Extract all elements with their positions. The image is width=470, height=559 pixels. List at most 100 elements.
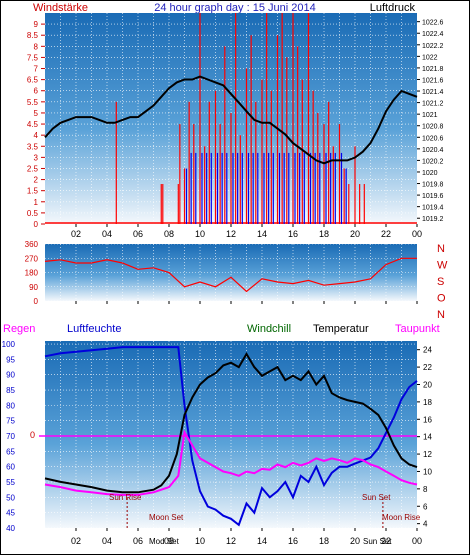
legend-taupunkt: Taupunkt [395, 323, 440, 335]
p1-left-tick-label: 7.5 [27, 53, 39, 62]
p3-right-tick-label: 18 [423, 398, 432, 407]
p3-x-tick-label: 16 [288, 536, 298, 546]
wind-direction-series [44, 257, 417, 293]
p3-left-tick-label: 70 [6, 432, 15, 441]
dewpoint-line [44, 429, 418, 496]
p3-x-tick-label: 10 [195, 536, 205, 546]
p3-x-tick-label: 06 [133, 536, 143, 546]
p3-right-tick-label: 24 [423, 346, 432, 355]
compass-label: S [437, 276, 444, 288]
compass-label: N [437, 309, 445, 321]
p1-left-tick-label: 6 [34, 87, 39, 96]
p1-right-tick-label: 1022.6 [422, 20, 444, 27]
p1-right-tick-label: 1019.4 [422, 205, 444, 212]
temperature-line [44, 352, 418, 494]
compass-label: W [437, 260, 448, 272]
p3-left-tick-label: 75 [6, 417, 15, 426]
p1-right-tick-label: 1020.8 [422, 124, 444, 131]
p1-x-tick-label: 22 [381, 229, 391, 239]
p3-left-tick-label: 90 [6, 371, 15, 380]
p1-left-tick-label: 7 [34, 65, 39, 74]
tick-labels: 02 04 06 08 10 12 14 16 18 20 22 0000.511.522.533.5… [2, 20, 448, 546]
sun-set-label: Sun Set [362, 493, 391, 502]
p1-x-tick-label: 00 [412, 229, 422, 239]
pressure-axis-title: Luftdruck [370, 2, 416, 14]
p2-left-tick-label: 0 [34, 297, 39, 306]
p1-left-tick-label: 3.5 [27, 142, 39, 151]
p3-right-tick-label: 10 [423, 467, 432, 476]
p3-x-tick-label: 04 [102, 536, 112, 546]
p3-right-tick-label: 12 [423, 450, 432, 459]
legend-regen: Regen [3, 323, 35, 335]
p1-right-tick-label: 1020 [422, 170, 438, 177]
p1-left-tick-label: 2 [34, 176, 39, 185]
compass-label: N [437, 243, 445, 255]
humidity-line [44, 346, 418, 527]
legend-temperatur: Temperatur [313, 323, 369, 335]
p3-right-tick-label: 4 [423, 520, 428, 529]
chart-title: 24 hour graph day : 15 Juni 2014 [154, 2, 315, 14]
p3-x-tick-label: 12 [226, 536, 236, 546]
pressure-line [44, 75, 418, 165]
p1-right-tick-label: 1022 [422, 54, 438, 61]
moon-rise-label: Moon Rise [382, 513, 421, 522]
p3-x-tick-label: 14 [257, 536, 267, 546]
sun-rise-label: Sun Rise [109, 493, 142, 502]
p3-right-tick-label: 14 [423, 433, 432, 442]
p1-left-tick-label: 1 [34, 198, 39, 207]
p1-left-tick-label: 3 [34, 153, 39, 162]
p1-left-tick-label: 8.5 [27, 31, 39, 40]
p1-x-tick-label: 18 [319, 229, 329, 239]
p1-left-tick-label: 1.5 [27, 187, 39, 196]
legend-luftfeuchte: Luftfeuchte [67, 323, 121, 335]
p1-left-tick-label: 4 [34, 131, 39, 140]
p1-left-tick-label: 0.5 [27, 209, 39, 218]
p1-right-tick-label: 1021.4 [422, 89, 444, 96]
p1-x-tick-label: 02 [71, 229, 81, 239]
p1-left-tick-label: 0 [34, 220, 39, 229]
legend-windchill: Windchill [247, 323, 291, 335]
p1-x-tick-label: 06 [133, 229, 143, 239]
p1-x-tick-label: 20 [350, 229, 360, 239]
p1-right-tick-label: 1022.2 [422, 43, 444, 50]
p3-left-tick-label: 100 [2, 340, 16, 349]
p1-x-tick-label: 10 [195, 229, 205, 239]
p1-right-tick-label: 1022.4 [422, 31, 444, 38]
p1-x-tick-label: 08 [164, 229, 174, 239]
temp-humidity-series [39, 346, 418, 528]
p1-right-tick-label: 1020.4 [422, 147, 444, 154]
p1-left-tick-label: 5 [34, 109, 39, 118]
p3-left-tick-label: 55 [6, 478, 15, 487]
wind-pressure-series [44, 13, 418, 224]
rain-zero-label: 0 [30, 430, 35, 440]
p3-left-tick-label: 40 [6, 524, 15, 533]
p2-left-tick-label: 90 [29, 283, 38, 292]
p3-x-tick-label: 18 [319, 536, 329, 546]
p1-x-tick-label: 16 [288, 229, 298, 239]
p1-left-tick-label: 4.5 [27, 120, 39, 129]
p2-left-tick-label: 270 [25, 254, 39, 263]
p1-right-tick-label: 1021.6 [422, 77, 444, 84]
p3-x-tick-label: 22 [381, 536, 391, 546]
compass-label: O [437, 293, 446, 305]
p2-left-tick-label: 360 [25, 240, 39, 249]
p3-x-tick-label: 08 [164, 536, 174, 546]
p3-right-tick-label: 16 [423, 415, 432, 424]
p3-left-tick-label: 65 [6, 447, 15, 456]
p3-x-tick-label: 20 [350, 536, 360, 546]
p3-left-tick-label: 85 [6, 386, 15, 395]
p3-left-tick-label: 80 [6, 401, 15, 410]
p1-left-tick-label: 6.5 [27, 76, 39, 85]
p3-x-tick-label: 00 [412, 536, 422, 546]
p3-right-tick-label: 22 [423, 363, 432, 372]
p1-x-tick-label: 12 [226, 229, 236, 239]
p1-right-tick-label: 1020.2 [422, 158, 444, 165]
p3-right-tick-label: 8 [423, 485, 428, 494]
moon-set-label: Moon Set [149, 513, 184, 522]
wind-direction-line [44, 257, 417, 293]
p1-x-tick-label: 14 [257, 229, 267, 239]
moon-set-axis-label: Mod Set [149, 537, 180, 546]
p3-left-tick-label: 95 [6, 355, 15, 364]
p1-right-tick-label: 1020.6 [422, 135, 444, 142]
